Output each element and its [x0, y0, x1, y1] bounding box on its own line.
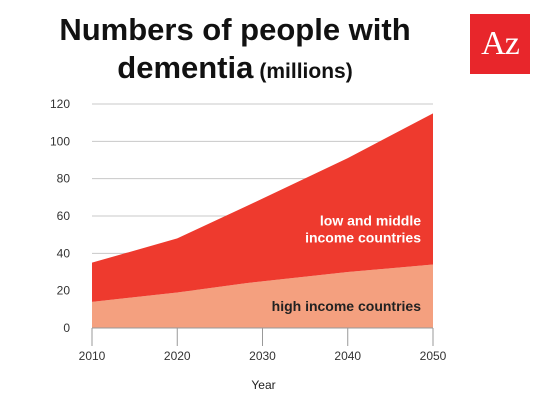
x-tick-label-2040: 2040: [334, 349, 361, 363]
y-tick-label-100: 100: [50, 134, 70, 148]
area-series-0: [92, 264, 433, 328]
x-tick-label-2010: 2010: [79, 349, 106, 363]
y-tick-label-120: 120: [50, 97, 70, 111]
y-tick-label-0: 0: [63, 321, 70, 335]
area-series-1: [92, 113, 433, 302]
chart-title: Numbers of people with dementia (millions…: [0, 12, 470, 94]
title-line-1: Numbers of people with: [59, 12, 411, 47]
az-logo: Az: [470, 14, 530, 74]
y-tick-label-40: 40: [57, 246, 71, 260]
series-label-high-income: high income countries: [272, 298, 422, 314]
title-unit: (millions): [259, 60, 353, 83]
series-label-low-middle-income-line-2: income countries: [305, 229, 421, 245]
x-axis-label: Year: [251, 378, 275, 392]
x-tick-label-2050: 2050: [420, 349, 447, 363]
series-label-low-middle-income-line-1: low and middle: [320, 212, 421, 228]
y-tick-label-60: 60: [57, 209, 71, 223]
az-logo-text: Az: [481, 25, 520, 62]
y-tick-label-80: 80: [57, 172, 71, 186]
y-tick-label-20: 20: [57, 284, 71, 298]
x-tick-label-2020: 2020: [164, 349, 191, 363]
title-line-2: dementia (millions): [0, 48, 470, 94]
x-tick-label-2030: 2030: [249, 349, 276, 363]
title-main: dementia: [117, 50, 254, 85]
